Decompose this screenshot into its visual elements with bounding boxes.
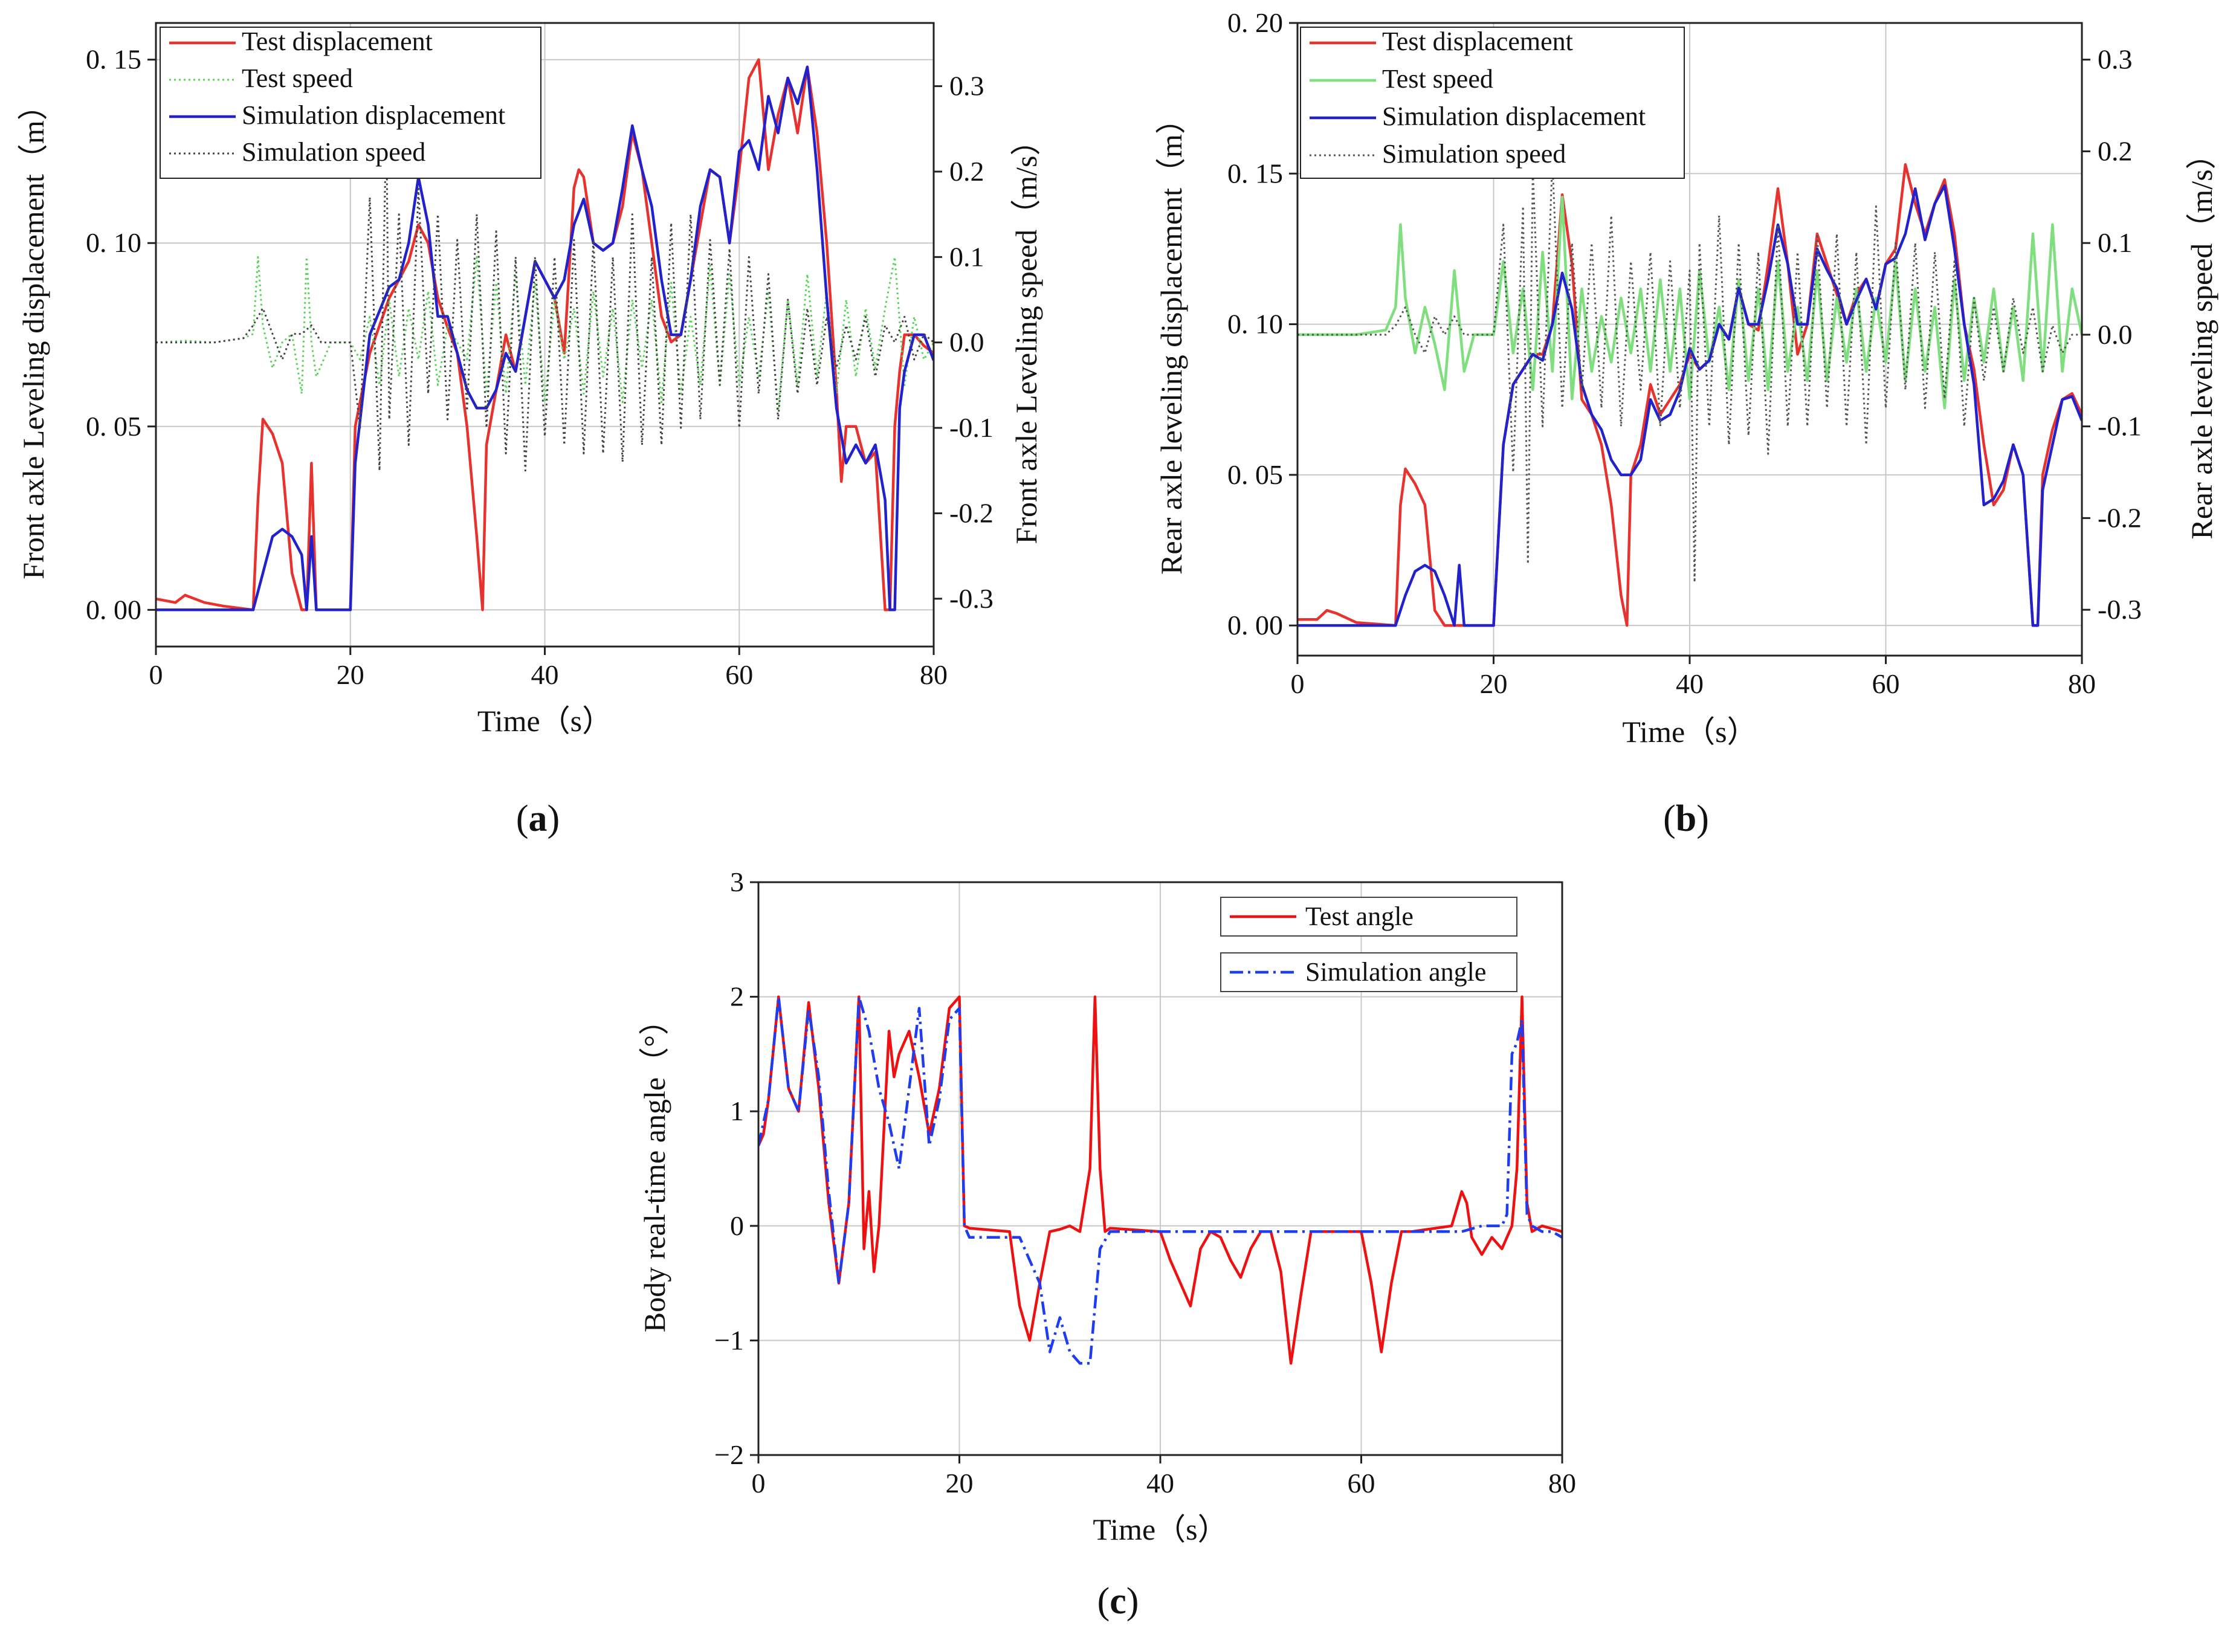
panel-label-close: ) bbox=[1126, 1581, 1139, 1622]
y-tick-label: −1 bbox=[714, 1325, 744, 1355]
y2-tick-label: -0.3 bbox=[949, 583, 994, 614]
panel-label-open: ( bbox=[516, 798, 529, 839]
legend-box bbox=[1300, 27, 1685, 179]
legend-box bbox=[1220, 952, 1517, 992]
x-tick-label: 0 bbox=[1291, 668, 1305, 699]
y2-tick-label: 0.0 bbox=[949, 327, 984, 358]
legend-label: Test speed bbox=[242, 63, 353, 93]
y-tick-label: 0. 15 bbox=[1227, 158, 1283, 189]
chart-b: 0 20 40 60 80 0. 00 0. 05 0. 10 0. 15 0. 20 -0.3 -0… bbox=[1154, 7, 2218, 749]
legend: Test displacement Test speed Simulation di… bbox=[160, 27, 541, 179]
legend-label: Test angle bbox=[1305, 902, 1414, 931]
chart-a: 0 20 40 60 80 0. 00 0. 05 0. 10 0. 15 -0.3 -0.2 -0.… bbox=[16, 22, 1043, 738]
y2-tick-label: 0.3 bbox=[2098, 44, 2133, 75]
series-group bbox=[758, 995, 1562, 1365]
x-tick-label: 40 bbox=[531, 659, 559, 690]
y-tick-label: 0. 20 bbox=[1227, 7, 1283, 38]
y2-tick-label: -0.2 bbox=[2098, 502, 2142, 533]
x-tick-label: 0 bbox=[149, 659, 163, 690]
x-tick-label: 20 bbox=[1480, 668, 1508, 699]
y-tick-label: 0. 15 bbox=[86, 44, 141, 75]
y2-tick-label: -0.3 bbox=[2098, 594, 2142, 625]
x-tick-label: 80 bbox=[1548, 1468, 1576, 1499]
x-tick-label: 60 bbox=[1348, 1468, 1375, 1499]
y2-tick-label: -0.1 bbox=[949, 412, 994, 443]
y2-tick-label: -0.2 bbox=[949, 497, 994, 528]
panel-label-b: (b) bbox=[1663, 798, 1709, 839]
y-axis-title: Rear axle leveling displacement（m） bbox=[1154, 104, 1188, 575]
x-tick-label: 60 bbox=[725, 659, 753, 690]
panel-label-letter: a bbox=[529, 798, 548, 839]
series-group bbox=[156, 58, 934, 611]
y2-tick-label: 0.2 bbox=[2098, 135, 2133, 166]
chart-c: 0 20 40 60 80 −2 −1 0 1 2 3 Time（s） Body real-time a… bbox=[638, 866, 1576, 1546]
legend: Test angle Simulation angle bbox=[1220, 897, 1517, 992]
y-tick-label: 0. 05 bbox=[86, 411, 141, 442]
y-tick-label: 0. 10 bbox=[1227, 309, 1283, 340]
series-group bbox=[1297, 160, 2082, 627]
legend-label: Simulation displacement bbox=[242, 100, 505, 130]
legend-label: Test displacement bbox=[242, 27, 433, 56]
legend-label: Simulation speed bbox=[242, 137, 425, 167]
x-tick-label: 80 bbox=[2068, 668, 2096, 699]
series-line-simulation-angle bbox=[758, 995, 1562, 1365]
x-tick-label: 80 bbox=[920, 659, 948, 690]
y-tick-label: 0. 05 bbox=[1227, 459, 1283, 490]
x-tick-label: 20 bbox=[337, 659, 364, 690]
panel-label-open: ( bbox=[1097, 1581, 1110, 1622]
y-axis-title: Front axle Leveling displacement（m） bbox=[16, 90, 50, 579]
x-axis-title: Time（s） bbox=[477, 704, 612, 738]
panel-label-close: ) bbox=[548, 798, 560, 839]
y2-tick-label: 0.1 bbox=[949, 241, 984, 272]
legend-label: Simulation speed bbox=[1382, 139, 1566, 169]
panel-label-open: ( bbox=[1663, 798, 1676, 839]
legend-label: Simulation displacement bbox=[1382, 102, 1646, 131]
x-tick-label: 0 bbox=[752, 1468, 766, 1499]
y-tick-label: 1 bbox=[730, 1095, 744, 1126]
panel-label-a: (a) bbox=[516, 798, 560, 839]
y2-tick-label: -0.1 bbox=[2098, 411, 2142, 442]
y-tick-label: 3 bbox=[730, 866, 744, 897]
series-line-simulation-speed bbox=[156, 119, 934, 472]
x-tick-label: 20 bbox=[946, 1468, 974, 1499]
panel-label-close: ) bbox=[1696, 798, 1709, 839]
legend: Test displacement Test speed Simulation di… bbox=[1300, 27, 1685, 179]
series-line-test-speed bbox=[156, 256, 934, 412]
y2-tick-label: 0.3 bbox=[949, 71, 984, 102]
y-tick-label: 0. 00 bbox=[86, 594, 141, 625]
x-tick-label: 60 bbox=[1872, 668, 1900, 699]
y2-tick-label: 0.2 bbox=[949, 156, 984, 187]
series-line-simulation-displacement bbox=[156, 65, 934, 611]
panel-label-c: (c) bbox=[1097, 1581, 1139, 1622]
y2-axis-title: Front axle Leveling speed（m/s） bbox=[1009, 126, 1043, 544]
legend-label: Simulation angle bbox=[1305, 957, 1486, 987]
x-tick-label: 40 bbox=[1676, 668, 1704, 699]
y2-tick-label: 0.0 bbox=[2098, 319, 2133, 350]
y-tick-label: 2 bbox=[730, 981, 744, 1012]
series-line-simulation-displacement bbox=[1297, 184, 2082, 627]
y-axis-title: Body real-time angle（°） bbox=[638, 1005, 671, 1332]
legend-label: Test speed bbox=[1382, 64, 1493, 94]
series-line-test-speed bbox=[1297, 196, 2082, 410]
y-tick-label: 0 bbox=[730, 1210, 744, 1241]
panel-label-letter: c bbox=[1110, 1581, 1126, 1622]
y2-axis-title: Rear axle leveling speed（m/s） bbox=[2185, 139, 2218, 539]
legend-label: Test displacement bbox=[1382, 27, 1573, 56]
y-tick-label: −2 bbox=[714, 1439, 744, 1470]
x-axis-title: Time（s） bbox=[1093, 1512, 1227, 1546]
x-tick-label: 40 bbox=[1146, 1468, 1174, 1499]
x-axis-title: Time（s） bbox=[1622, 715, 1757, 749]
panel-label-letter: b bbox=[1676, 798, 1696, 839]
series-line-test-angle bbox=[758, 995, 1562, 1365]
y-tick-label: 0. 10 bbox=[86, 227, 141, 258]
series-line-test-displacement bbox=[156, 58, 934, 611]
y2-tick-label: 0.1 bbox=[2098, 227, 2133, 258]
y-tick-label: 0. 00 bbox=[1227, 610, 1283, 640]
